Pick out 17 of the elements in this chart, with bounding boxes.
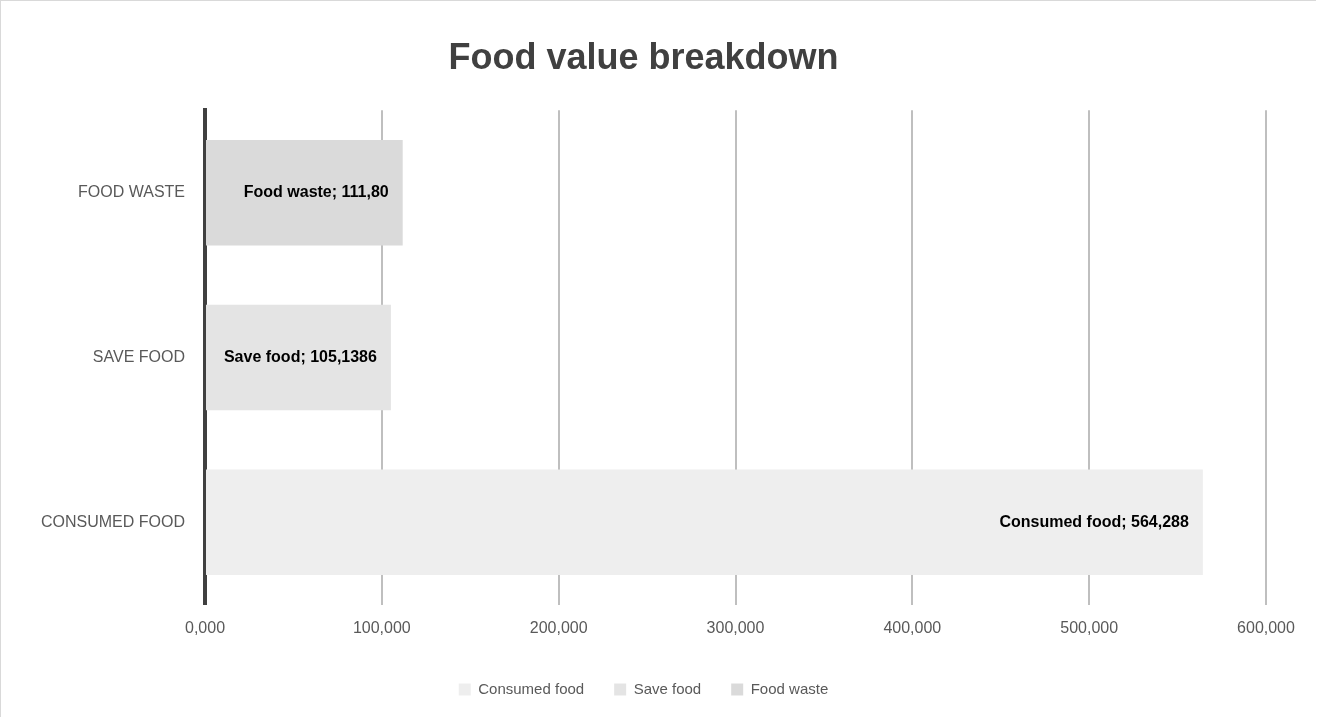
y-tick-label: CONSUMED FOOD: [41, 512, 185, 530]
chart-title: Food value breakdown: [448, 35, 839, 77]
data-label: Consumed food; 564,288: [999, 512, 1189, 530]
data-label: Food waste; 111,80: [243, 183, 389, 201]
x-tick-label: 600,000: [1237, 618, 1296, 636]
x-tick-label: 300,000: [706, 618, 765, 636]
data-label: Save food; 105,1386: [223, 347, 378, 365]
x-tick-label: 0,000: [184, 618, 226, 636]
y-tick-label: SAVE FOOD: [92, 347, 185, 365]
x-tick-label: 500,000: [1060, 618, 1119, 636]
legend-label: Food waste: [750, 679, 829, 697]
x-tick-label: 100,000: [352, 618, 411, 636]
x-tick-label: 400,000: [883, 618, 942, 636]
legend-label: Save food: [633, 679, 702, 697]
x-tick-label: 200,000: [529, 618, 588, 636]
y-tick-label: FOOD WASTE: [78, 183, 185, 201]
legend-label: Consumed food: [478, 679, 585, 697]
